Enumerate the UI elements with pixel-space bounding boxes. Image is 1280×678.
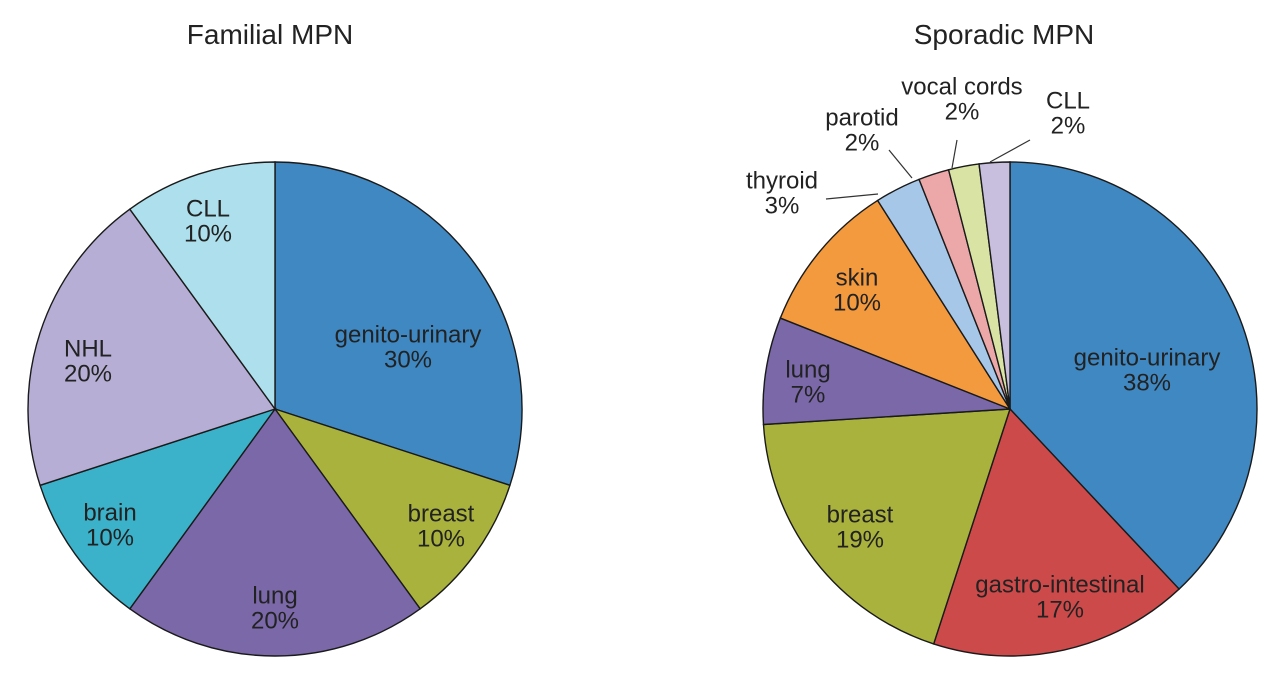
- chart-title-familial: Familial MPN: [187, 19, 353, 50]
- familial-label-value-lung: 20%: [251, 608, 299, 635]
- familial-label-name-breast: breast: [408, 500, 475, 527]
- sporadic-label-name-breast: breast: [827, 501, 894, 528]
- sporadic-label-name-genito-urinary: genito-urinary: [1074, 344, 1221, 371]
- sporadic-label-vocal-cords: vocal cords 2%: [901, 73, 1022, 125]
- sporadic-label-value-thyroid: 3%: [765, 193, 800, 220]
- sporadic-label-value-lung: 7%: [791, 382, 826, 409]
- sporadic-label-value-genito-urinary: 38%: [1123, 370, 1171, 397]
- sporadic-label-value-parotid: 2%: [845, 130, 880, 157]
- familial-label-value-nhl: 20%: [64, 361, 112, 388]
- sporadic-label-name-parotid: parotid: [825, 104, 898, 131]
- sporadic-label-value-skin: 10%: [833, 290, 881, 317]
- familial-label-genito-urinary: genito-urinary 30%: [335, 321, 482, 373]
- familial-label-value-cll: 10%: [184, 221, 232, 248]
- sporadic-label-name-vocal-cords: vocal cords: [901, 73, 1022, 100]
- sporadic-label-gastro-intestinal: gastro-intestinal 17%: [975, 571, 1144, 623]
- familial-label-name-nhl: NHL: [64, 335, 112, 362]
- familial-label-value-genito-urinary: 30%: [384, 347, 432, 374]
- familial-label-value-breast: 10%: [417, 526, 465, 553]
- sporadic-leader-vocal-cords: [951, 139, 958, 169]
- sporadic-label-value-gastro-intestinal: 17%: [1036, 597, 1084, 624]
- familial-labels: genito-urinary 30%breast 10%lung 20%brain 10…: [64, 195, 481, 634]
- sporadic-pie-chart: Sporadic MPN genito-urinary 38% gastro-int…: [746, 19, 1258, 657]
- sporadic-labels: genito-urinary 38% gastro-intestinal 17% bre…: [746, 73, 1220, 623]
- familial-slice-cll: [128, 161, 276, 412]
- sporadic-leader-thyroid: [825, 193, 879, 200]
- sporadic-slice-breast: [762, 408, 1011, 645]
- sporadic-slice-cll: [978, 161, 1011, 410]
- sporadic-label-name-skin: skin: [836, 264, 879, 291]
- familial-label-nhl: NHL 20%: [64, 335, 112, 387]
- familial-label-name-cll: CLL: [186, 195, 230, 222]
- sporadic-label-parotid: parotid 2%: [825, 104, 898, 156]
- sporadic-slice-genito-urinary: [1009, 161, 1258, 591]
- sporadic-slices: [762, 161, 1258, 657]
- familial-slice-lung: [128, 407, 422, 657]
- familial-slice-breast: [273, 407, 511, 610]
- sporadic-label-genito-urinary: genito-urinary 38%: [1074, 344, 1221, 396]
- sporadic-slice-lung: [762, 317, 1011, 426]
- familial-slice-brain: [39, 407, 277, 610]
- familial-slice-nhl: [27, 208, 277, 487]
- familial-pie-chart: Familial MPN genito-urinary 30%breast 10%l…: [27, 19, 523, 657]
- sporadic-label-lung: lung 7%: [785, 356, 830, 408]
- familial-label-name-genito-urinary: genito-urinary: [335, 321, 482, 348]
- familial-label-brain: brain 10%: [83, 499, 136, 551]
- familial-label-name-brain: brain: [83, 499, 136, 526]
- familial-slices: [27, 161, 523, 657]
- sporadic-leader-parotid: [888, 149, 913, 179]
- sporadic-leader-cll: [989, 139, 1031, 163]
- familial-label-cll: CLL 10%: [184, 195, 232, 247]
- familial-label-breast: breast 10%: [408, 500, 475, 552]
- sporadic-label-name-lung: lung: [785, 356, 830, 383]
- sporadic-leaders: [825, 139, 1031, 200]
- sporadic-label-name-cll: CLL: [1046, 87, 1090, 114]
- sporadic-label-thyroid: thyroid 3%: [746, 167, 818, 219]
- sporadic-label-skin: skin 10%: [833, 264, 881, 316]
- sporadic-slice-skin: [779, 199, 1012, 411]
- sporadic-slice-gastro-intestinal: [932, 407, 1181, 657]
- sporadic-label-value-breast: 19%: [836, 527, 884, 554]
- sporadic-label-value-vocal-cords: 2%: [945, 99, 980, 126]
- sporadic-label-cll: CLL 2%: [1046, 87, 1090, 139]
- familial-label-lung: lung 20%: [251, 582, 299, 634]
- sporadic-label-name-gastro-intestinal: gastro-intestinal: [975, 571, 1144, 598]
- familial-label-value-brain: 10%: [86, 525, 134, 552]
- sporadic-label-value-cll: 2%: [1051, 113, 1086, 140]
- sporadic-label-name-thyroid: thyroid: [746, 167, 818, 194]
- chart-title-sporadic: Sporadic MPN: [914, 19, 1095, 50]
- familial-slice-genito-urinary: [274, 161, 523, 487]
- familial-label-name-lung: lung: [252, 582, 297, 609]
- sporadic-label-breast: breast 19%: [827, 501, 894, 553]
